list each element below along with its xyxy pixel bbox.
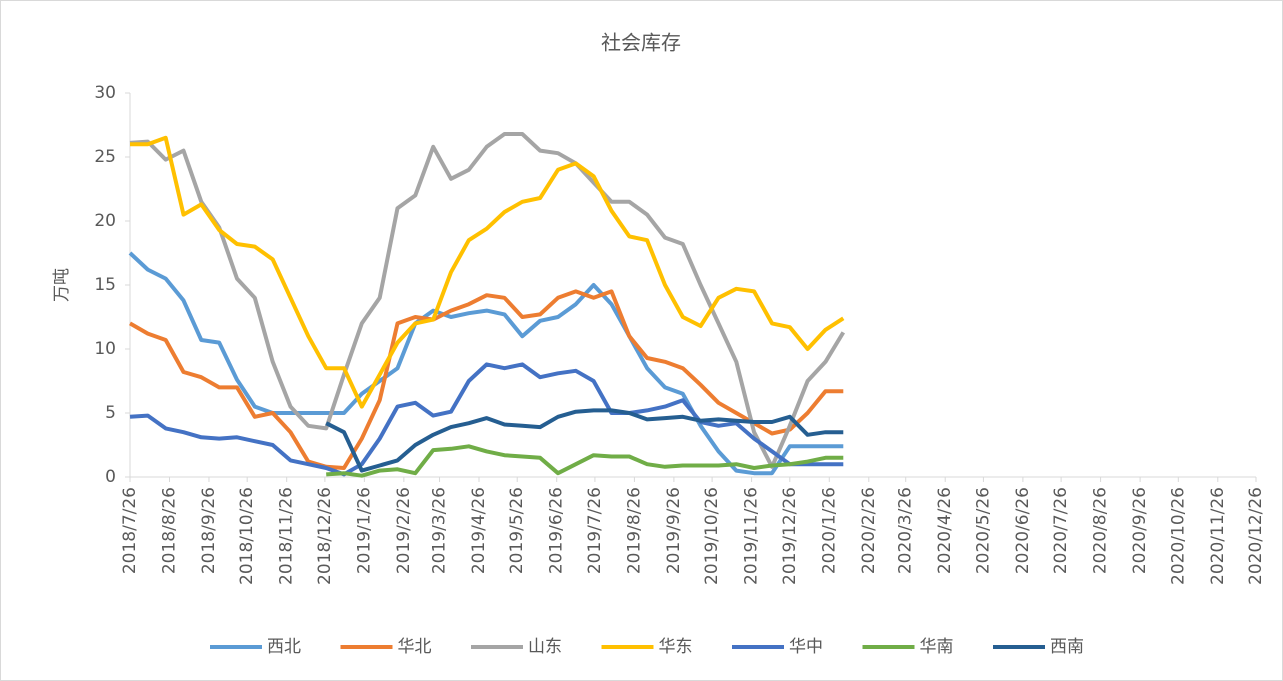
x-tick-label: 2020/3/26 bbox=[896, 487, 916, 574]
x-tick-label: 2019/2/26 bbox=[394, 487, 414, 574]
x-tick-label: 2020/8/26 bbox=[1091, 487, 1111, 574]
x-tick-label: 2019/11/26 bbox=[742, 487, 762, 585]
x-tick-label: 2019/3/26 bbox=[430, 487, 450, 574]
x-tick-label: 2018/10/26 bbox=[237, 487, 257, 585]
legend-label: 西北 bbox=[267, 637, 301, 657]
y-tick-label: 15 bbox=[94, 275, 116, 295]
x-tick-label: 2020/12/26 bbox=[1246, 487, 1266, 585]
chart-title: 社会库存 bbox=[601, 31, 681, 55]
y-tick-label: 30 bbox=[94, 83, 116, 103]
legend-label: 华北 bbox=[398, 637, 432, 657]
x-tick-label: 2020/9/26 bbox=[1130, 487, 1150, 574]
legend-label: 华东 bbox=[659, 637, 693, 657]
x-tick-label: 2020/5/26 bbox=[973, 487, 993, 574]
series-line bbox=[129, 362, 844, 477]
x-tick-label: 2019/5/26 bbox=[507, 487, 527, 574]
x-tick-label: 2020/4/26 bbox=[935, 487, 955, 574]
y-tick-label: 25 bbox=[94, 147, 116, 167]
x-tick-label: 2019/10/26 bbox=[702, 487, 722, 585]
x-tick-label: 2018/12/26 bbox=[315, 487, 335, 585]
series-line bbox=[129, 289, 844, 470]
x-tick-label: 2020/6/26 bbox=[1013, 487, 1033, 574]
x-tick-label: 2020/10/26 bbox=[1168, 487, 1188, 585]
series-line bbox=[325, 408, 844, 473]
x-tick-label: 2018/8/26 bbox=[159, 487, 179, 574]
legend-label: 西南 bbox=[1050, 637, 1084, 657]
y-tick-label: 0 bbox=[105, 467, 116, 487]
y-tick-label: 10 bbox=[94, 339, 116, 359]
series-line bbox=[129, 132, 846, 469]
legend-label: 华中 bbox=[789, 637, 823, 657]
legend-label: 华南 bbox=[920, 637, 954, 657]
series-line bbox=[130, 135, 845, 409]
x-tick-label: 2019/8/26 bbox=[624, 487, 644, 574]
x-tick-label: 2020/1/26 bbox=[819, 487, 839, 574]
series-line bbox=[326, 444, 844, 478]
x-tick-label: 2020/7/26 bbox=[1051, 487, 1071, 574]
legend-label: 山东 bbox=[528, 637, 562, 657]
x-tick-label: 2018/7/26 bbox=[120, 487, 140, 574]
y-axis-label: 万吨 bbox=[52, 268, 72, 302]
x-tick-label: 2019/4/26 bbox=[469, 487, 489, 574]
y-tick-label: 20 bbox=[94, 211, 116, 231]
x-tick-label: 2019/7/26 bbox=[585, 487, 605, 574]
x-tick-label: 2019/1/26 bbox=[354, 487, 374, 574]
x-tick-label: 2019/6/26 bbox=[547, 487, 567, 574]
y-tick-label: 5 bbox=[105, 403, 116, 423]
x-tick-label: 2018/11/26 bbox=[277, 487, 297, 585]
x-tick-label: 2019/12/26 bbox=[780, 487, 800, 585]
series-line bbox=[128, 251, 844, 476]
x-tick-label: 2020/11/26 bbox=[1208, 487, 1228, 585]
x-tick-label: 2019/9/26 bbox=[664, 487, 684, 574]
x-tick-label: 2018/9/26 bbox=[199, 487, 219, 574]
x-tick-label: 2020/2/26 bbox=[859, 487, 879, 574]
